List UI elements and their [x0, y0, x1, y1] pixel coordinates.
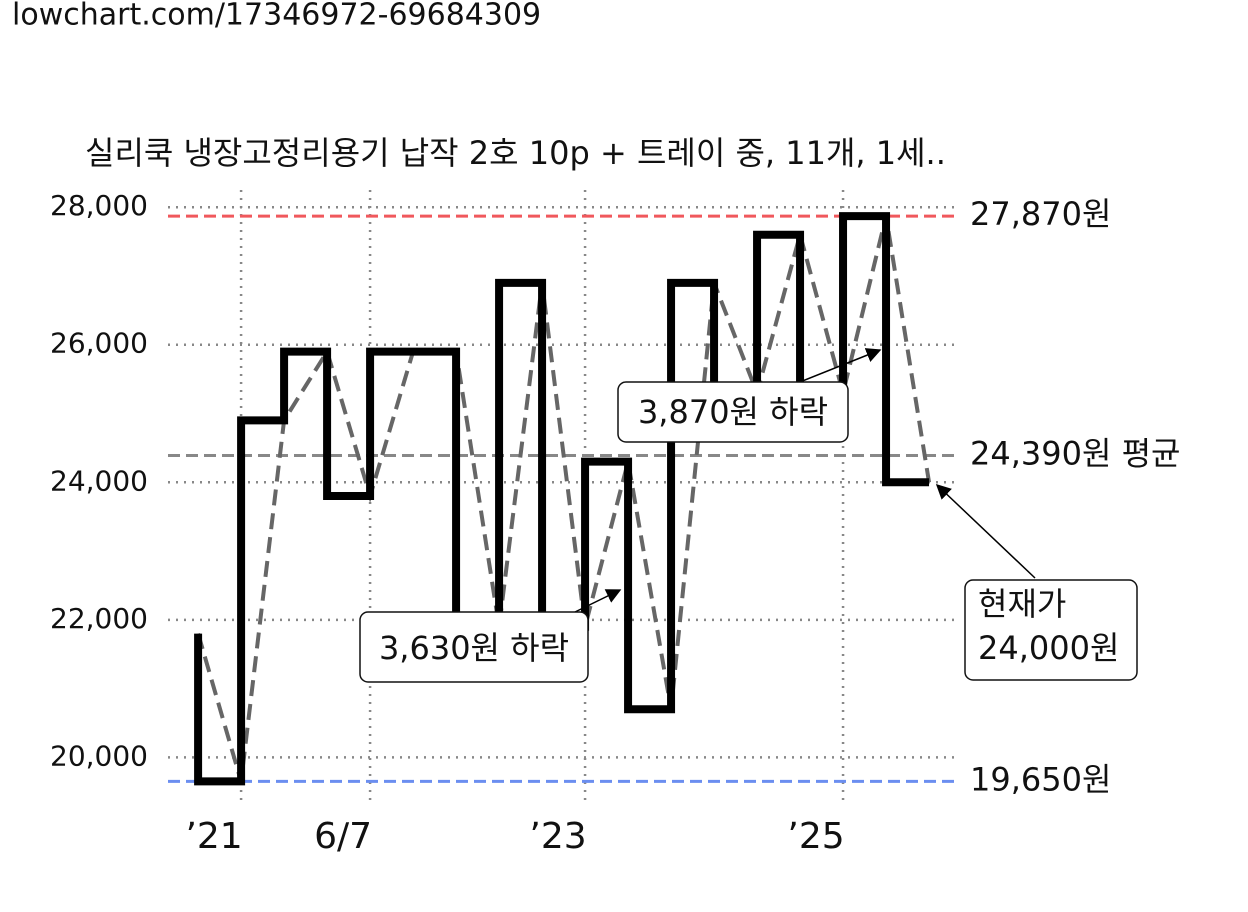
- y-tick-label: 24,000: [50, 464, 148, 497]
- annotation-text: 3,870원 하락: [638, 393, 828, 431]
- annotation-text: 3,630원 하락: [379, 629, 569, 667]
- x-tick-label: 6/7: [314, 816, 372, 857]
- annotation-text: 24,000원: [978, 629, 1119, 667]
- annotation-box: [617, 381, 849, 443]
- chart-title: 실리쿡 냉장고정리용기 납작 2호 10p + 트레이 중, 11개, 1세..: [85, 134, 946, 172]
- price-line: [194, 212, 930, 786]
- x-tick-label: ’21: [185, 816, 242, 857]
- y-tick-label: 22,000: [50, 602, 148, 635]
- annotation-box: [964, 579, 1138, 681]
- reference-label: 24,390원 평균: [970, 434, 1180, 472]
- reference-label: 27,870원: [970, 195, 1111, 233]
- x-tick-label: ’23: [529, 816, 586, 857]
- annotation-box: [359, 611, 589, 683]
- annotation-arrow: [574, 589, 622, 613]
- y-tick-label: 20,000: [50, 739, 148, 772]
- annotation-arrow: [935, 483, 1036, 579]
- y-tick-label: 26,000: [50, 327, 148, 360]
- annotation-text: 현재가: [978, 585, 1066, 623]
- reference-label: 19,650원: [970, 760, 1111, 798]
- y-tick-label: 28,000: [50, 189, 148, 222]
- url: lowchart.com/17346972-69684309: [12, 0, 541, 33]
- x-tick-label: ’25: [787, 816, 844, 857]
- trend-line: [196, 215, 932, 782]
- annotation-arrow: [799, 348, 882, 383]
